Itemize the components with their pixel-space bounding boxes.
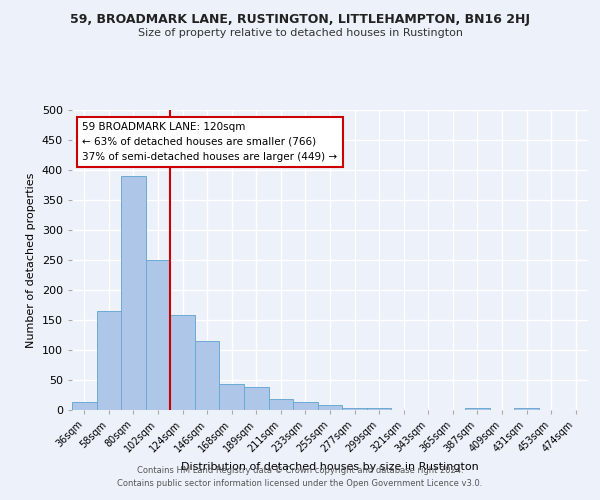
- Text: Size of property relative to detached houses in Rustington: Size of property relative to detached ho…: [137, 28, 463, 38]
- Bar: [170, 315, 195, 410]
- Bar: [121, 176, 146, 410]
- Bar: [72, 402, 97, 410]
- X-axis label: Distribution of detached houses by size in Rustington: Distribution of detached houses by size …: [181, 462, 479, 472]
- Text: 59 BROADMARK LANE: 120sqm
← 63% of detached houses are smaller (766)
37% of semi: 59 BROADMARK LANE: 120sqm ← 63% of detac…: [82, 122, 337, 162]
- Text: 59, BROADMARK LANE, RUSTINGTON, LITTLEHAMPTON, BN16 2HJ: 59, BROADMARK LANE, RUSTINGTON, LITTLEHA…: [70, 12, 530, 26]
- Bar: [220, 384, 244, 410]
- Bar: [342, 408, 367, 410]
- Y-axis label: Number of detached properties: Number of detached properties: [26, 172, 36, 348]
- Bar: [244, 386, 269, 410]
- Text: Contains HM Land Registry data © Crown copyright and database right 2024.
Contai: Contains HM Land Registry data © Crown c…: [118, 466, 482, 487]
- Bar: [318, 405, 342, 410]
- Bar: [195, 341, 220, 410]
- Bar: [293, 402, 318, 410]
- Bar: [269, 399, 293, 410]
- Bar: [514, 408, 539, 410]
- Bar: [146, 260, 170, 410]
- Bar: [465, 408, 490, 410]
- Bar: [97, 311, 121, 410]
- Bar: [367, 408, 391, 410]
